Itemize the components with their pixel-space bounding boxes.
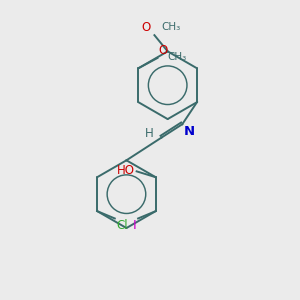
Text: H: H (145, 127, 153, 140)
Text: I: I (133, 219, 136, 232)
Text: Cl: Cl (116, 219, 128, 232)
Text: O: O (142, 21, 151, 34)
Text: O: O (159, 44, 168, 57)
Text: CH₃: CH₃ (161, 22, 180, 32)
Text: CH₃: CH₃ (167, 52, 186, 61)
Text: HO: HO (117, 164, 135, 177)
Text: N: N (184, 125, 195, 138)
